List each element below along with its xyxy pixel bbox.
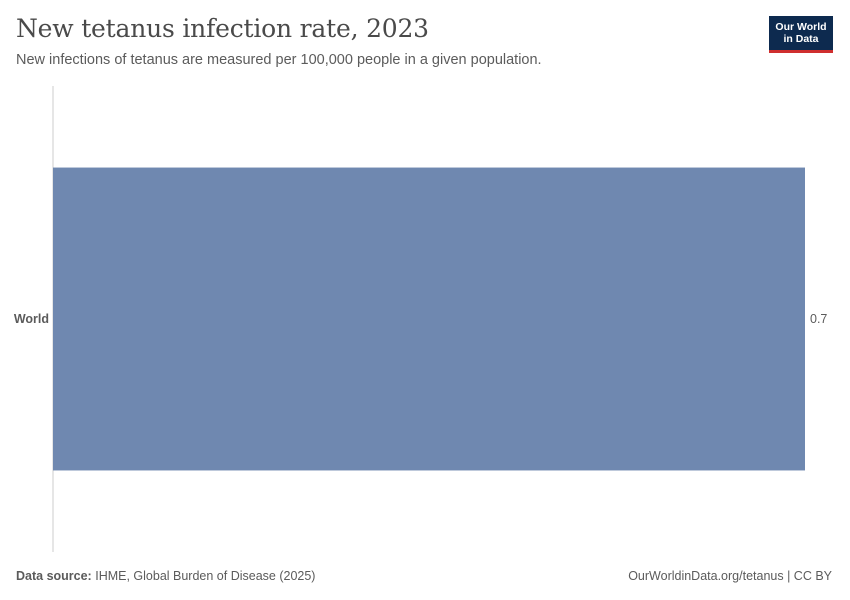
data-source-text[interactable]: IHME, Global Burden of Disease (2025): [95, 569, 316, 583]
owid-logo[interactable]: Our World in Data: [769, 16, 833, 53]
data-source-label: Data source:: [16, 569, 92, 583]
bar-group: World 0.7: [14, 167, 827, 471]
value-label: 0.7: [810, 312, 827, 326]
logo-line-2: in Data: [783, 33, 819, 45]
chart-title: New tetanus infection rate, 2023: [16, 14, 429, 43]
logo-line-1: Our World: [775, 21, 827, 33]
bar-world[interactable]: [53, 167, 805, 471]
chart-subtitle: New infections of tetanus are measured p…: [16, 52, 542, 68]
footer-url[interactable]: OurWorldinData.org/tetanus | CC BY: [628, 569, 832, 583]
category-label: World: [14, 312, 49, 326]
data-source: Data source: IHME, Global Burden of Dise…: [16, 569, 315, 583]
